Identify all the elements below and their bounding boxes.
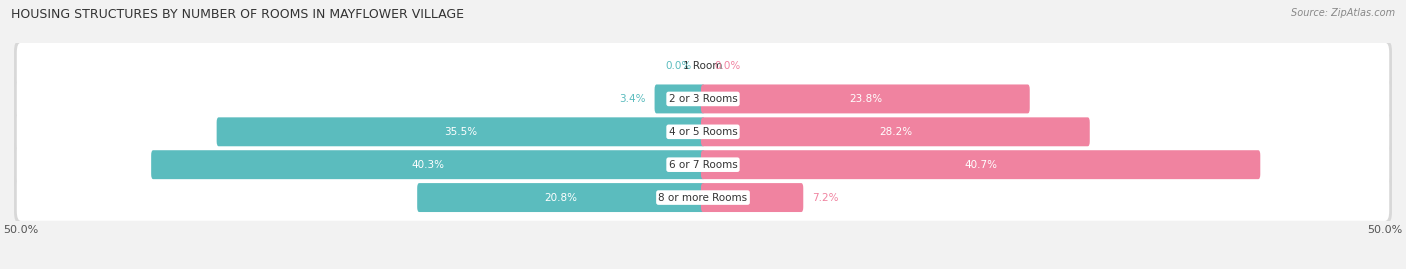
FancyBboxPatch shape [14, 140, 1392, 189]
FancyBboxPatch shape [217, 117, 704, 146]
Text: 0.0%: 0.0% [714, 61, 740, 71]
Text: 1 Room: 1 Room [683, 61, 723, 71]
Text: HOUSING STRUCTURES BY NUMBER OF ROOMS IN MAYFLOWER VILLAGE: HOUSING STRUCTURES BY NUMBER OF ROOMS IN… [11, 8, 464, 21]
Text: 6 or 7 Rooms: 6 or 7 Rooms [669, 160, 737, 170]
FancyBboxPatch shape [702, 150, 1260, 179]
FancyBboxPatch shape [14, 74, 1392, 123]
FancyBboxPatch shape [14, 173, 1392, 222]
Text: 28.2%: 28.2% [879, 127, 912, 137]
Text: 40.7%: 40.7% [965, 160, 997, 170]
Text: 7.2%: 7.2% [813, 193, 838, 203]
Text: 35.5%: 35.5% [444, 127, 478, 137]
FancyBboxPatch shape [152, 150, 704, 179]
FancyBboxPatch shape [655, 84, 704, 114]
FancyBboxPatch shape [17, 174, 1389, 221]
Text: 3.4%: 3.4% [619, 94, 645, 104]
Text: 23.8%: 23.8% [849, 94, 882, 104]
Text: 40.3%: 40.3% [412, 160, 444, 170]
FancyBboxPatch shape [17, 76, 1389, 122]
Text: 0.0%: 0.0% [666, 61, 692, 71]
Text: Source: ZipAtlas.com: Source: ZipAtlas.com [1291, 8, 1395, 18]
FancyBboxPatch shape [702, 117, 1090, 146]
Text: 8 or more Rooms: 8 or more Rooms [658, 193, 748, 203]
FancyBboxPatch shape [418, 183, 704, 212]
FancyBboxPatch shape [702, 183, 803, 212]
FancyBboxPatch shape [17, 141, 1389, 188]
FancyBboxPatch shape [17, 43, 1389, 89]
Text: 20.8%: 20.8% [544, 193, 578, 203]
Text: 2 or 3 Rooms: 2 or 3 Rooms [669, 94, 737, 104]
FancyBboxPatch shape [702, 84, 1029, 114]
Text: 4 or 5 Rooms: 4 or 5 Rooms [669, 127, 737, 137]
FancyBboxPatch shape [17, 108, 1389, 155]
FancyBboxPatch shape [14, 41, 1392, 91]
FancyBboxPatch shape [14, 107, 1392, 157]
